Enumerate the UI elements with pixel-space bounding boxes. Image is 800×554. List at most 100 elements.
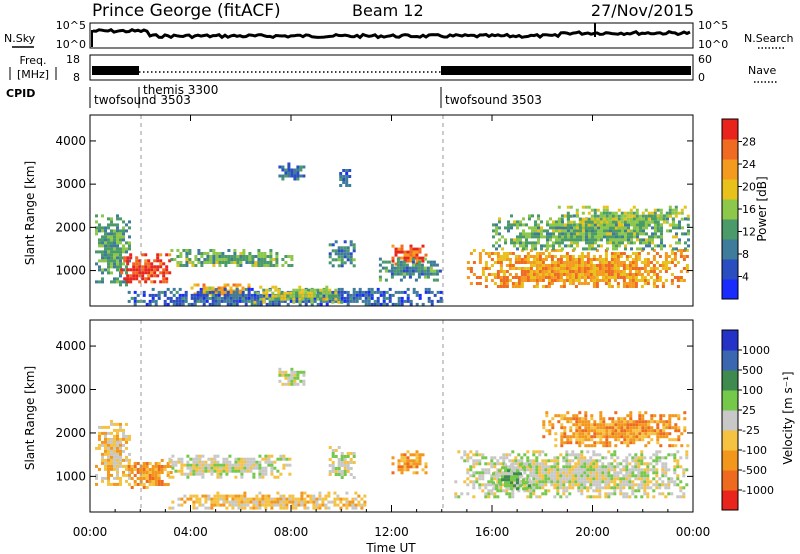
heatmap-cell <box>276 491 280 495</box>
heatmap-cell <box>104 241 107 245</box>
heatmap-cell <box>360 506 364 510</box>
heatmap-cell <box>646 261 650 264</box>
heatmap-cell <box>558 232 561 236</box>
heatmap-cell <box>553 276 557 279</box>
heatmap-cell <box>620 220 624 224</box>
heatmap-cell <box>584 226 588 230</box>
heatmap-cell <box>578 220 582 224</box>
heatmap-cell <box>334 291 338 295</box>
heatmap-cell <box>299 165 303 169</box>
heatmap-cell <box>563 414 567 418</box>
heatmap-cell <box>498 478 501 482</box>
heatmap-cell <box>104 449 107 453</box>
heatmap-cell <box>504 484 507 488</box>
heatmap-cell <box>346 293 350 297</box>
heatmap-cell <box>538 258 542 261</box>
y-tick-label: 1000 <box>55 264 86 278</box>
heatmap-cell <box>412 287 416 291</box>
heatmap-cell <box>110 247 113 251</box>
heatmap-cell <box>638 426 642 430</box>
heatmap-cell <box>191 264 195 267</box>
heatmap-cell <box>241 299 245 303</box>
heatmap-cell <box>472 495 476 499</box>
heatmap-cell <box>197 252 201 255</box>
heatmap-cell <box>119 464 122 468</box>
heatmap-cell <box>116 440 119 444</box>
heatmap-cell <box>555 220 558 224</box>
heatmap-cell <box>685 468 689 472</box>
heatmap-cell <box>163 299 167 303</box>
heatmap-cell <box>606 226 609 230</box>
heatmap-cell <box>613 276 617 279</box>
heatmap-cell <box>522 241 525 245</box>
heatmap-cell <box>264 497 268 501</box>
heatmap-cell <box>281 168 285 172</box>
heatmap-cell <box>535 264 539 267</box>
heatmap-cell <box>534 232 537 236</box>
heatmap-cell <box>490 480 494 484</box>
heatmap-cell <box>627 238 630 242</box>
heatmap-cell <box>116 431 119 435</box>
heatmap-cell <box>309 494 313 498</box>
heatmap-cell <box>412 471 416 475</box>
heatmap-cell <box>214 302 218 306</box>
heatmap-cell <box>502 252 506 255</box>
heatmap-cell <box>239 252 243 255</box>
heatmap-cell <box>110 220 113 224</box>
heatmap-cell <box>107 247 110 251</box>
heatmap-cell <box>605 423 609 427</box>
heatmap-cell <box>511 276 515 279</box>
heatmap-cell <box>151 483 155 486</box>
heatmap-cell <box>192 500 196 504</box>
heatmap-cell <box>217 286 221 290</box>
heatmap-cell <box>163 302 167 306</box>
heatmap-cell <box>543 229 546 233</box>
heatmap-cell <box>614 426 618 430</box>
heatmap-cell <box>654 244 657 248</box>
heatmap-cell <box>113 262 116 266</box>
heatmap-cell <box>519 484 522 488</box>
heatmap-cell <box>243 491 247 495</box>
heatmap-cell <box>586 270 590 273</box>
heatmap-cell <box>237 469 241 473</box>
heatmap-cell <box>641 211 645 215</box>
heatmap-cell <box>405 263 409 267</box>
heatmap-cell <box>592 279 596 282</box>
heatmap-cell <box>454 480 458 484</box>
heatmap-cell <box>568 453 572 457</box>
heatmap-cell <box>352 258 356 262</box>
heatmap-cell <box>340 255 344 259</box>
heatmap-cell <box>201 472 205 476</box>
heatmap-cell <box>593 220 597 224</box>
heatmap-cell <box>139 468 143 471</box>
heatmap-cell <box>169 290 173 294</box>
heatmap-cell <box>406 468 410 472</box>
heatmap-cell <box>602 444 606 448</box>
heatmap-cell <box>208 296 212 300</box>
heatmap-cell <box>535 495 539 499</box>
x-tick-label: 00:00 <box>676 525 711 539</box>
heatmap-cell <box>516 247 519 251</box>
heatmap-cell <box>599 441 603 445</box>
heatmap-cell <box>222 503 226 507</box>
heatmap-cell <box>586 477 590 481</box>
heatmap-cell <box>469 468 473 472</box>
heatmap-cell <box>284 171 288 175</box>
heatmap-cell <box>592 450 596 454</box>
heatmap-cell <box>569 438 573 442</box>
heatmap-cell <box>402 272 406 276</box>
heatmap-cell <box>116 461 119 465</box>
x-tick-label: 16:00 <box>475 525 510 539</box>
heatmap-cell <box>154 471 158 474</box>
heatmap-cell <box>574 462 578 466</box>
heatmap-cell <box>481 270 485 273</box>
heatmap-cell <box>122 437 125 441</box>
heatmap-cell <box>604 258 608 261</box>
heatmap-cell <box>195 472 199 476</box>
heatmap-cell <box>324 506 328 510</box>
heatmap-cell <box>514 456 518 460</box>
heatmap-cell <box>352 246 356 250</box>
heatmap-cell <box>300 491 304 495</box>
heatmap-cell <box>496 462 500 466</box>
heatmap-cell <box>429 266 433 270</box>
